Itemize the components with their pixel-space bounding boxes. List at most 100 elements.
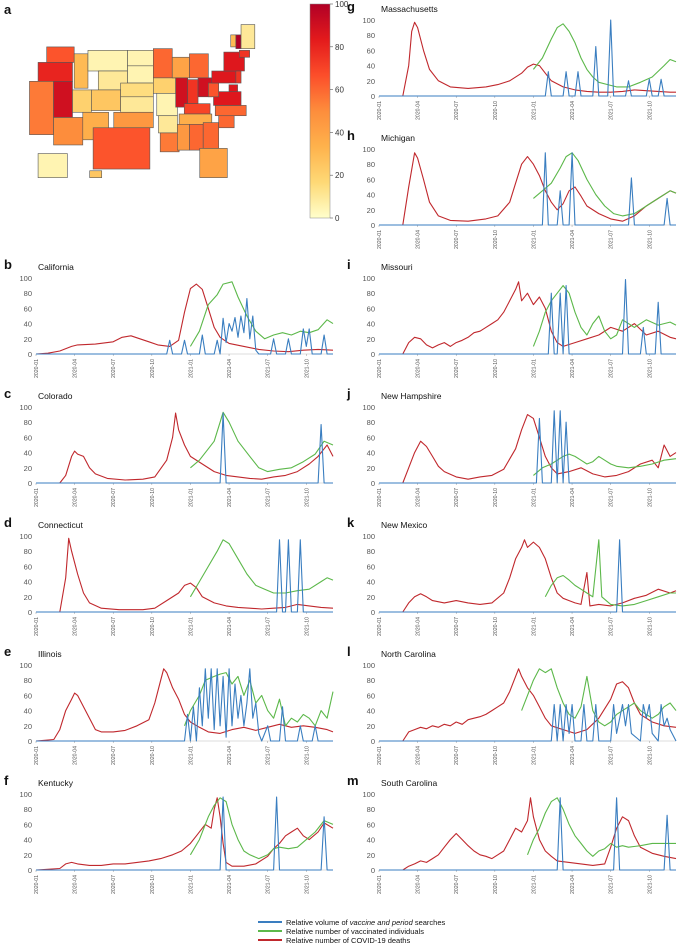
series-line-vaccinated (532, 23, 677, 88)
y-tick-label: 20 (24, 464, 32, 473)
panel-title-m: South Carolina (381, 778, 438, 788)
y-tick-label: 80 (367, 418, 375, 427)
x-tick-label: 2020-07 (454, 101, 460, 120)
x-tick-label: 2021-10 (304, 488, 310, 507)
x-tick-label: 2020-07 (454, 359, 460, 378)
y-tick-label: 40 (24, 578, 32, 587)
series-line-vaccinated (544, 539, 676, 607)
state-il (175, 77, 189, 108)
y-tick-label: 60 (367, 691, 375, 700)
y-tick-label: 100 (362, 661, 375, 670)
y-tick-label: 60 (367, 46, 375, 55)
y-tick-label: 40 (367, 449, 375, 458)
x-tick-label: 2021-04 (227, 488, 233, 507)
panel-letter-f: f (4, 773, 9, 788)
panel-letter-d: d (4, 515, 12, 530)
x-tick-label: 2020-10 (493, 101, 499, 120)
x-tick-label: 2021-04 (227, 875, 233, 894)
colorbar-scale (309, 3, 331, 219)
y-tick-label: 0 (371, 866, 375, 875)
state-ks (120, 96, 154, 113)
series-line-searches (36, 796, 333, 871)
x-tick-label: 2020-10 (493, 617, 499, 636)
panel-title-f: Kentucky (38, 778, 74, 788)
panel-letter-c: c (4, 386, 11, 401)
series-line-vaccinated (532, 285, 677, 347)
y-tick-label: 80 (367, 289, 375, 298)
series-line-deaths (379, 281, 677, 355)
x-tick-label: 2020-07 (111, 875, 117, 894)
x-tick-label: 2021-01 (188, 359, 194, 378)
y-tick-label: 0 (371, 737, 375, 746)
state-hi (89, 170, 103, 178)
legend-label: Relative number of vaccinated individual… (286, 927, 424, 936)
y-tick-label: 20 (24, 851, 32, 860)
x-tick-label: 2020-01 (34, 617, 40, 636)
y-tick-label: 0 (371, 608, 375, 617)
colorbar-tick-label: 20 (335, 171, 344, 180)
x-tick-label: 2021-04 (570, 101, 576, 120)
state-sc (218, 115, 235, 129)
x-tick-label: 2021-04 (227, 359, 233, 378)
series-line-vaccinated (189, 281, 334, 347)
x-tick-label: 2020-04 (73, 488, 79, 507)
state-nj (235, 70, 242, 84)
series-line-deaths (379, 152, 677, 226)
y-tick-label: 60 (367, 433, 375, 442)
x-tick-label: 2021-07 (609, 746, 615, 765)
x-tick-label: 2021-01 (531, 746, 537, 765)
state-nh (235, 34, 242, 49)
y-tick-label: 0 (28, 479, 32, 488)
state-nv (53, 81, 73, 118)
series-line-searches (36, 412, 333, 484)
y-tick-label: 0 (371, 221, 375, 230)
state-mn (153, 48, 173, 79)
series-line-deaths (35, 283, 334, 355)
state-fl (199, 148, 228, 178)
x-tick-label: 2020-04 (416, 488, 422, 507)
y-tick-label: 80 (24, 805, 32, 814)
y-tick-label: 100 (362, 403, 375, 412)
state-nc (214, 105, 247, 117)
x-tick-label: 2021-01 (531, 488, 537, 507)
state-id (73, 53, 89, 89)
series-line-searches (379, 278, 676, 355)
state-nd (127, 50, 154, 67)
x-tick-label: 2020-10 (150, 359, 156, 378)
x-tick-label: 2021-07 (266, 488, 272, 507)
state-me (240, 24, 256, 49)
panel-i: i 0 20 40 60 80 100 Missouri 2020-01 2020-04 2020-… (347, 257, 677, 378)
x-tick-label: 2020-10 (150, 875, 156, 894)
x-tick-label: 2020-07 (454, 617, 460, 636)
x-tick-label: 2020-04 (73, 617, 79, 636)
x-tick-label: 2020-07 (111, 488, 117, 507)
panel-letter-a: a (4, 2, 12, 17)
y-tick-label: 80 (24, 289, 32, 298)
x-tick-label: 2020-07 (454, 230, 460, 249)
y-tick-label: 100 (19, 274, 32, 283)
state-or (37, 62, 73, 82)
series-line-searches (379, 539, 676, 613)
series-line-searches (379, 410, 676, 484)
panel-d: d 0 20 40 60 80 100 Connecticut 2020-01 2020-04 20… (4, 515, 334, 636)
panel-letter-m: m (347, 773, 359, 788)
legend-label-part: Relative number of COVID-19 deaths (286, 936, 410, 945)
state-ca (29, 81, 54, 135)
state-mt (87, 50, 128, 72)
x-tick-label: 2020-01 (377, 746, 383, 765)
us-map-choropleth (29, 24, 256, 178)
y-tick-label: 40 (367, 62, 375, 71)
y-tick-label: 80 (24, 547, 32, 556)
x-tick-label: 2021-04 (570, 359, 576, 378)
series-line-searches (379, 703, 677, 742)
y-tick-label: 20 (367, 464, 375, 473)
panel-e: e 0 20 40 60 80 100 Illinois 2020-01 2020-04 2020-… (4, 644, 334, 765)
series-line-deaths (379, 797, 677, 871)
x-tick-label: 2021-04 (227, 617, 233, 636)
panel-title-d: Connecticut (38, 520, 84, 530)
colorbar-tick-label: 80 (335, 43, 344, 52)
y-tick-label: 80 (24, 418, 32, 427)
x-tick-label: 2020-01 (34, 875, 40, 894)
state-ar (158, 115, 178, 134)
